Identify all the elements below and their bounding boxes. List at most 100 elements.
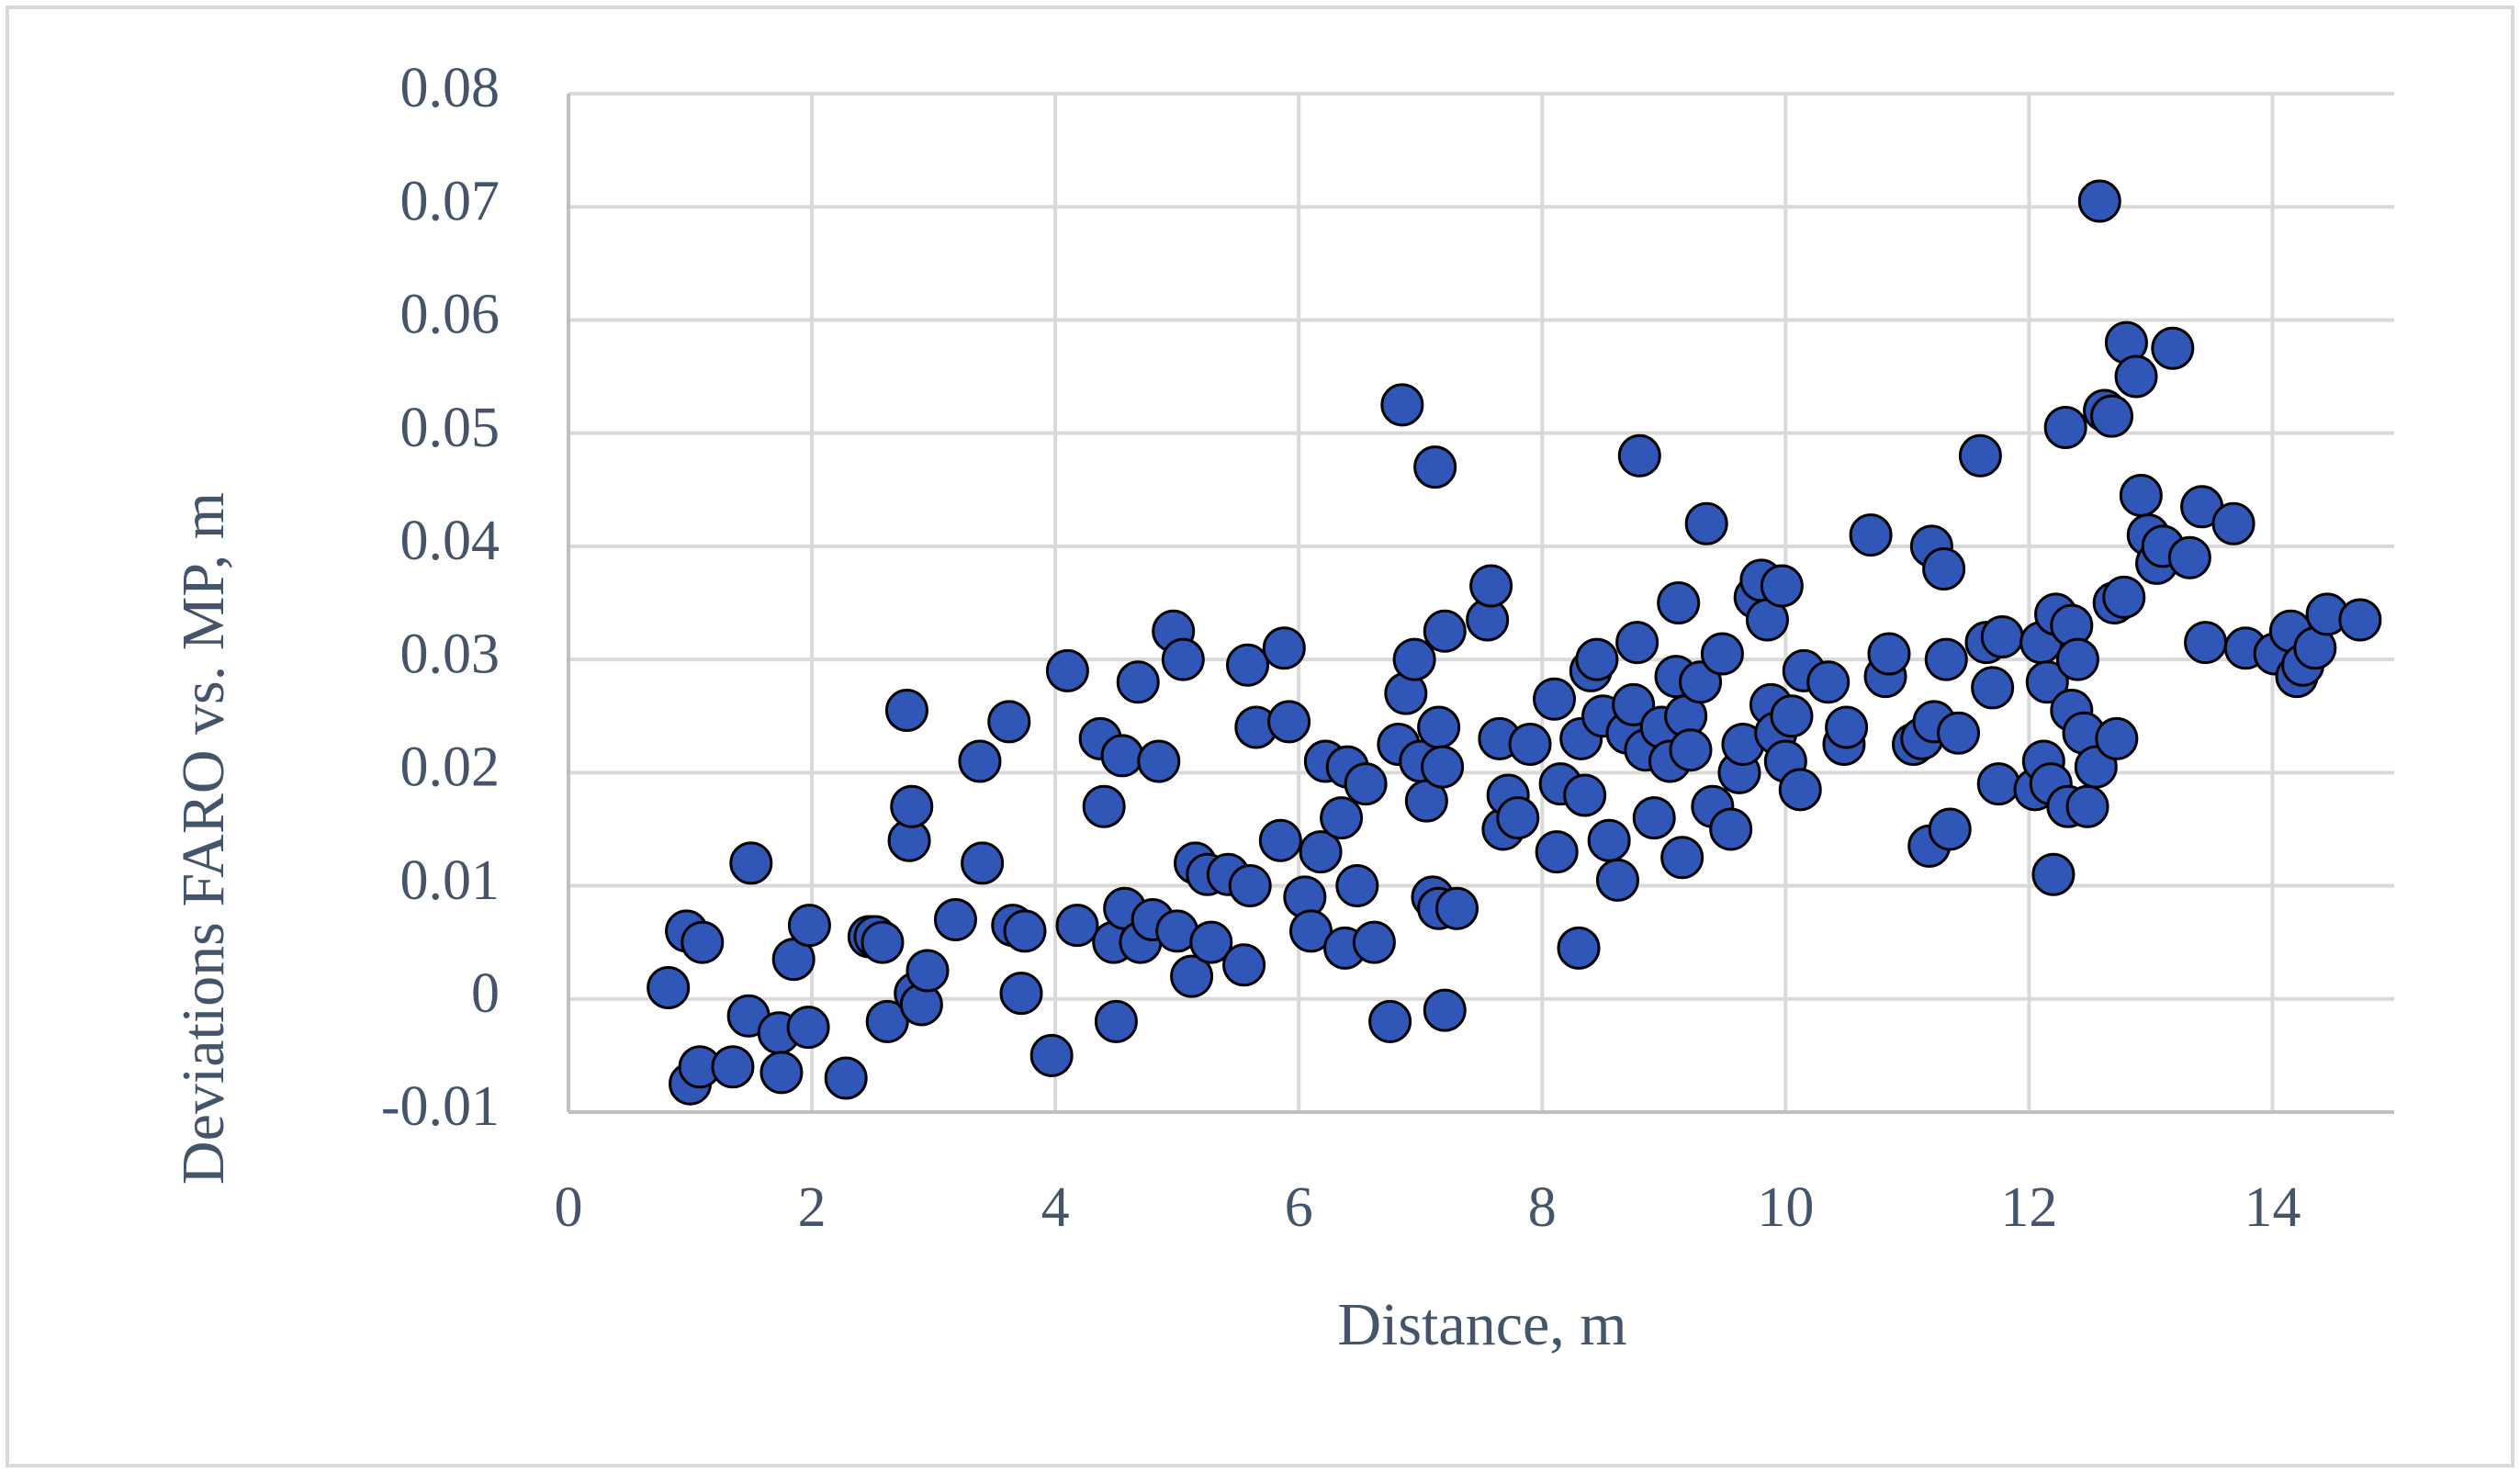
point [1928,807,1972,851]
point [1423,609,1467,653]
point [1700,632,1744,676]
point [1958,433,2002,478]
point [759,1051,804,1095]
point [1368,999,1412,1043]
point [1657,581,1701,624]
point [884,689,928,733]
point [1417,705,1461,749]
point [1392,637,1436,681]
point [1335,864,1379,908]
point [890,784,934,828]
point [1262,626,1306,670]
point [1082,784,1126,828]
point [786,1006,830,1050]
point [1029,1033,1074,1077]
point [681,920,725,964]
points [647,179,2382,1106]
point [824,1056,868,1100]
point [729,841,773,885]
x-tick-label: 8 [1528,1176,1557,1239]
point [1055,904,1099,948]
point [1770,694,1814,738]
point [1632,796,1676,840]
point [906,949,950,993]
point [999,972,1043,1016]
point [961,841,1005,885]
x-tick-label: 2 [798,1176,827,1239]
point [2077,179,2121,223]
point [1258,818,1302,862]
point [1980,614,2024,658]
y-tick-label: 0.08 [400,57,501,119]
point [1709,807,1753,851]
y-tick-label: 0.07 [400,170,501,232]
point [1557,926,1601,970]
y-tick-label: 0 [471,962,500,1025]
point [933,898,977,942]
point [1045,648,1089,692]
point [865,999,909,1043]
point [2184,621,2228,665]
point [1508,723,1552,767]
y-tick-label: 0.05 [400,397,501,459]
point [1937,711,1981,755]
point [1976,762,2020,806]
point [1161,637,1205,681]
point [2114,354,2158,399]
point [1924,637,1968,681]
point [1137,739,1181,783]
x-tick-label: 6 [1285,1176,1313,1239]
point [1344,762,1388,806]
x-tick-label: 0 [555,1176,583,1239]
point [1867,632,1911,676]
x-tick-label: 14 [2244,1176,2301,1239]
point [711,1045,755,1089]
point [1922,547,1966,591]
point [1423,988,1467,1032]
x-tick-label: 10 [1757,1176,1814,1239]
point [787,904,831,948]
point [2211,501,2256,545]
point [1421,745,1465,789]
point [2095,716,2139,760]
point [2119,473,2163,517]
point [1760,564,1804,608]
x-tick-label: 4 [1041,1176,1070,1239]
point [1094,999,1138,1043]
point [1533,677,1577,721]
y-tick-label: 0.04 [400,510,501,572]
point [1352,920,1396,964]
point [1267,700,1311,744]
point [1003,909,1047,953]
point [1575,637,1619,681]
point [2065,784,2109,828]
point [1434,886,1479,930]
point [2043,406,2087,450]
point [958,739,1002,783]
y-tick-label: 0.02 [400,736,501,799]
point [2031,852,2076,896]
point [987,700,1031,744]
point [1587,818,1631,862]
point [1825,705,1869,749]
point [1612,682,1656,726]
point [1679,660,1723,704]
point [2055,637,2099,681]
point [1496,796,1540,840]
point [1849,513,1893,557]
y-axis-title: Deviations FARO vs. MP, m [170,492,237,1185]
point [1299,830,1343,874]
point [1226,643,1270,687]
point [1320,796,1364,840]
point [1170,954,1214,998]
point [1288,909,1333,953]
point [1469,564,1513,608]
y-tick-label: 0.03 [400,623,501,685]
point [1116,660,1160,704]
point [1684,501,1728,545]
point [2090,394,2134,438]
point [647,965,691,1009]
point [1615,621,1659,665]
point [1971,666,2015,710]
